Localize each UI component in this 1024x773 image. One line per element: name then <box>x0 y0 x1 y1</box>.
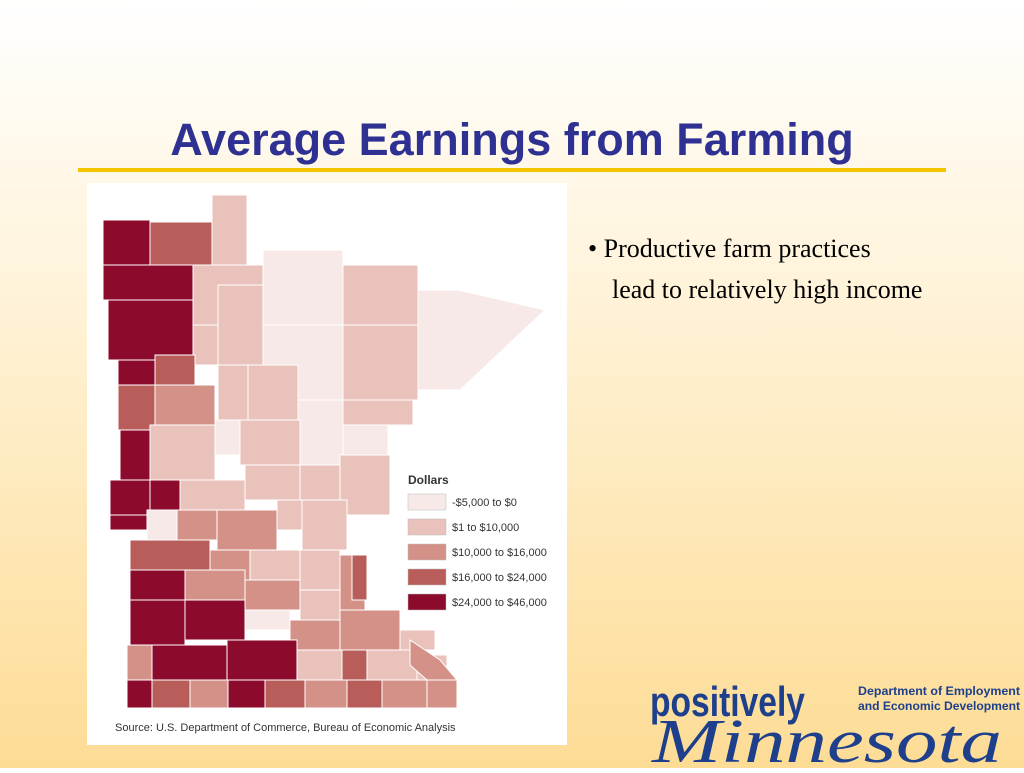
county <box>214 419 241 456</box>
title-rule <box>78 168 946 172</box>
map-source: Source: U.S. Department of Commerce, Bur… <box>115 722 456 734</box>
logo-top: positively <box>650 678 806 725</box>
legend-swatch <box>407 568 447 586</box>
legend-swatch <box>407 593 447 611</box>
county <box>227 679 266 709</box>
county <box>189 679 229 709</box>
county <box>342 424 389 456</box>
legend: -$5,000 to $0 $1 to $10,000 $10,000 to $16… <box>407 493 547 611</box>
county <box>299 589 341 621</box>
county <box>149 221 213 266</box>
county <box>342 324 419 401</box>
county <box>109 514 148 531</box>
county <box>151 644 228 681</box>
county <box>341 649 368 681</box>
county <box>426 679 458 709</box>
county <box>184 599 246 641</box>
county <box>146 509 178 541</box>
county <box>409 639 459 681</box>
county <box>126 644 153 681</box>
legend-swatch <box>407 518 447 536</box>
county <box>129 569 186 601</box>
county <box>297 399 344 466</box>
logo-dept: Department of Employment <box>858 684 1020 698</box>
county <box>342 399 414 426</box>
logo-dept: and Economic Development <box>858 699 1020 713</box>
county <box>117 359 156 386</box>
county <box>154 384 216 426</box>
county <box>184 569 246 601</box>
county <box>217 364 249 421</box>
county <box>264 679 306 709</box>
county <box>154 354 196 386</box>
county <box>244 464 301 501</box>
legend-label: $1 to $10,000 <box>452 522 519 534</box>
county <box>149 479 181 511</box>
legend-label: $16,000 to $24,000 <box>452 572 547 584</box>
county <box>339 454 391 516</box>
county <box>117 384 156 431</box>
county <box>304 679 348 709</box>
legend-swatch <box>407 543 447 561</box>
county <box>249 549 301 581</box>
county <box>107 299 194 361</box>
county <box>296 649 343 681</box>
legend-label: $24,000 to $46,000 <box>452 597 547 609</box>
county <box>239 419 301 466</box>
county <box>192 324 219 366</box>
county <box>102 219 151 266</box>
county <box>244 579 301 611</box>
county <box>119 429 151 481</box>
county <box>129 599 186 646</box>
legend-label: -$5,000 to $0 <box>452 497 517 509</box>
county <box>244 609 291 631</box>
county <box>276 499 303 531</box>
county <box>151 679 191 709</box>
county <box>346 679 383 709</box>
bullet-text: • Productive farm practices <box>588 234 871 263</box>
bullet-text: lead to relatively high income <box>612 275 922 304</box>
county <box>216 509 278 551</box>
county <box>211 194 248 266</box>
county <box>109 479 151 516</box>
county <box>351 554 368 601</box>
county <box>301 499 348 551</box>
county <box>126 679 153 709</box>
county <box>262 249 344 326</box>
slide-title: Average Earnings from Farming <box>170 114 854 165</box>
county <box>299 549 341 591</box>
county <box>176 509 218 541</box>
county <box>342 264 419 326</box>
legend-label: $10,000 to $16,000 <box>452 547 547 559</box>
county <box>149 424 216 481</box>
logo-script: Minnesota <box>651 708 1002 768</box>
county <box>339 609 401 651</box>
county <box>129 539 211 571</box>
county <box>102 264 194 301</box>
map <box>102 194 547 709</box>
county <box>217 284 264 366</box>
legend-swatch <box>407 493 447 511</box>
county <box>366 649 418 681</box>
county <box>299 464 341 501</box>
county <box>179 479 246 511</box>
county <box>417 289 547 391</box>
county <box>247 364 299 421</box>
legend-title: Dollars <box>408 473 449 487</box>
county <box>226 639 298 681</box>
county <box>381 679 428 709</box>
